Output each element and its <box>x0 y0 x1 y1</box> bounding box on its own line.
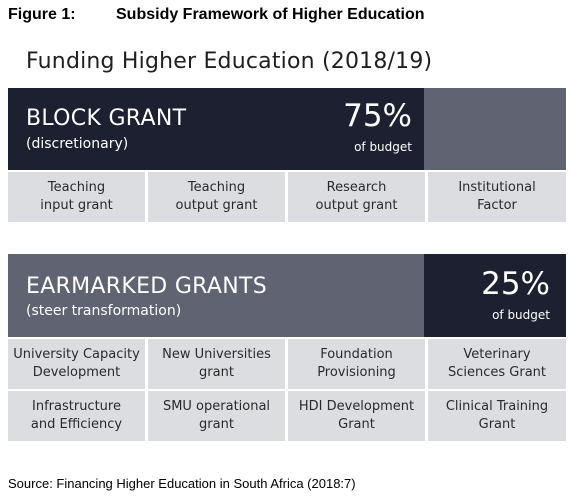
earmarked-grants-component-cell: Veterinary Sciences Grant <box>428 339 566 389</box>
earmarked-grants-component-label: SMU operational <box>162 399 271 414</box>
earmarked-grants-component-cell: HDI Development Grant <box>288 391 425 441</box>
earmarked-grants-component-label: Grant <box>338 417 375 432</box>
earmarked-grants-title: EARMARKED GRANTS <box>26 274 267 299</box>
earmarked-grants-component-label: Veterinary <box>463 347 531 362</box>
block-grant-component-label: Teaching <box>47 180 106 195</box>
earmarked-grants-component-label: Infrastructure <box>32 399 121 414</box>
earmarked-grants-component-label: grant <box>199 417 234 432</box>
earmarked-grants-component-label: Sciences Grant <box>447 365 547 380</box>
earmarked-grants-panel: EARMARKED GRANTS (steer transformation) … <box>8 254 566 337</box>
earmarked-grants-percent-label: of budget <box>492 308 550 322</box>
block-grant-component-label: input grant <box>40 198 113 213</box>
block-grant-component-cell: Institutional Factor <box>428 172 566 222</box>
earmarked-grants-percent: 25% <box>481 266 550 302</box>
figure-number: Figure 1: <box>8 6 76 23</box>
block-grant-component-label: Factor <box>477 198 517 213</box>
earmarked-grants-component-label: Provisioning <box>317 365 396 380</box>
earmarked-grants-component-cell: University Capacity Development <box>8 339 145 389</box>
earmarked-grants-component-label: Clinical Training <box>445 399 549 414</box>
earmarked-grants-component-cell: Infrastructure and Efficiency <box>8 391 145 441</box>
block-grant-accent <box>424 88 566 170</box>
diagram-title: Funding Higher Education (2018/19) <box>26 49 433 74</box>
block-grant-subtitle: (discretionary) <box>26 136 129 152</box>
earmarked-grants-component-label: Development <box>32 365 121 380</box>
earmarked-grants-component-label: University Capacity <box>13 347 140 362</box>
block-grant-panel: BLOCK GRANT (discretionary) 75% of budge… <box>8 88 566 170</box>
earmarked-grants-header: EARMARKED GRANTS (steer transformation) <box>8 254 424 337</box>
block-grant-component-label: Research <box>326 180 387 195</box>
earmarked-grants-component-cell: New Universities grant <box>148 339 285 389</box>
source-note: Source: Financing Higher Education in So… <box>8 476 356 491</box>
earmarked-grants-component-label: HDI Development <box>298 399 415 414</box>
earmarked-grants-subtitle: (steer transformation) <box>26 303 182 319</box>
earmarked-grants-component-cell: SMU operational grant <box>148 391 285 441</box>
earmarked-grants-component-cell: Foundation Provisioning <box>288 339 425 389</box>
earmarked-grants-component-label: Grant <box>478 417 516 432</box>
earmarked-grants-accent: 25% of budget <box>424 254 566 337</box>
block-grant-title: BLOCK GRANT <box>26 106 187 131</box>
block-grant-percent-label: of budget <box>354 140 412 154</box>
block-grant-component-label: Teaching <box>187 180 246 195</box>
earmarked-grants-component-label: New Universities <box>162 347 271 362</box>
figure-caption-text: Subsidy Framework of Higher Education <box>116 6 425 23</box>
earmarked-grants-component-cell: Clinical Training Grant <box>428 391 566 441</box>
block-grant-component-cell: Teaching output grant <box>148 172 285 222</box>
block-grant-component-cell: Research output grant <box>288 172 425 222</box>
block-grant-percent: 75% <box>343 98 412 134</box>
earmarked-grants-component-label: grant <box>199 365 234 380</box>
block-grant-component-label: Institutional <box>458 180 536 195</box>
figure-caption: Figure 1: Subsidy Framework of Higher Edu… <box>8 6 425 24</box>
block-grant-header: BLOCK GRANT (discretionary) 75% of budge… <box>8 88 424 170</box>
block-grant-component-label: output grant <box>315 198 398 213</box>
earmarked-grants-component-label: and Efficiency <box>30 417 123 432</box>
block-grant-component-label: output grant <box>175 198 258 213</box>
block-grant-component-cell: Teaching input grant <box>8 172 145 222</box>
earmarked-grants-component-label: Foundation <box>320 347 393 362</box>
